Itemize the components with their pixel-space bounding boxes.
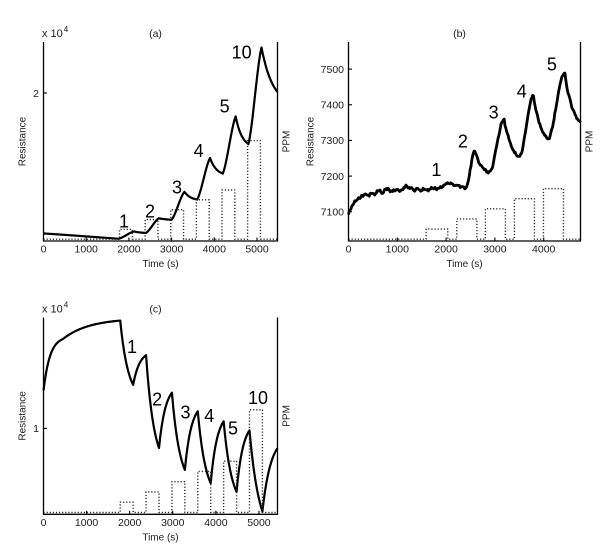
y2-axis-label: PPM [585,131,596,153]
x-tick-label: 3000 [160,244,184,256]
x-tick-label: 4000 [532,244,556,256]
x-tick-label: 0 [41,244,47,256]
x-tick-label: 0 [41,517,47,529]
step-number-annotation: 2 [152,390,162,410]
y-tick-label: 7100 [321,207,345,219]
x-tick-label: 5000 [247,517,271,529]
step-number-annotation: 1 [127,337,137,357]
resistance-curve [347,71,582,215]
step-number-annotation: 2 [458,132,468,152]
x-axis-label: Time (s) [446,259,482,270]
step-number-annotation: 3 [489,102,499,122]
step-number-annotation: 10 [248,388,268,408]
x-tick-label: 3000 [161,517,185,529]
resistance-curve [42,319,279,513]
subplot-title: (b) [453,28,466,40]
y-tick-label: 2 [33,88,39,100]
step-number-annotation: 1 [119,212,129,232]
y-tick-label: 7300 [321,135,345,147]
exponent-power: 4 [64,25,69,34]
step-number-annotation: 5 [228,418,238,438]
resistance-curve [43,46,279,240]
x-tick-label: 4000 [203,244,227,256]
step-number-annotation: 4 [194,141,204,161]
y-axis-exponent: x 104 [42,25,69,40]
y-tick-label: 7500 [321,64,345,76]
axis-frame [42,42,279,242]
step-number-annotation: 5 [547,55,557,75]
step-number-annotation: 3 [180,402,190,422]
y-axis-label: Resistance [18,391,29,441]
axis-frame [42,317,279,515]
subplot-title: (a) [149,28,162,40]
ppm-pulse-train [348,187,581,240]
x-tick-label: 2000 [117,244,141,256]
x-tick-label: 4000 [204,517,228,529]
step-number-annotation: 2 [145,202,155,222]
step-number-annotation: 10 [232,42,252,62]
y2-axis-label: PPM [282,405,293,427]
y-axis-exponent: x 104 [42,301,69,316]
exponent-base: x 10 [42,304,63,316]
exponent-power: 4 [64,301,69,310]
x-tick-label: 1000 [386,244,410,256]
y-tick-label: 7400 [321,100,345,112]
subplot-title: (c) [149,304,161,316]
x-tick-label: 3000 [483,244,507,256]
x-tick-label: 5000 [245,244,269,256]
step-number-annotation: 5 [220,97,230,117]
step-number-annotation: 1 [431,160,441,180]
ppm-pulse-train [43,409,278,514]
x-tick-label: 1000 [75,244,99,256]
x-tick-label: 1000 [75,517,99,529]
x-tick-label: 2000 [434,244,458,256]
subplot-a: 0 1000 2000 3000 4000 5000 2 (a) Time (s) Resista… [18,25,293,270]
subplot-c: 0 1000 2000 3000 4000 5000 1 (c) Time (s) Resista… [18,301,293,544]
y-tick-label: 1 [33,423,39,435]
ppm-pulse-train [43,139,278,240]
y-axis-label: Resistance [18,116,29,166]
step-number-annotation: 4 [204,406,214,426]
x-tick-label: 0 [346,244,352,256]
x-axis-label: Time (s) [142,532,178,543]
y-tick-label: 7200 [321,171,345,183]
step-number-annotation: 3 [172,177,182,197]
y2-axis-label: PPM [282,131,293,153]
exponent-base: x 10 [42,28,63,40]
y-axis-label: Resistance [306,116,317,166]
subplot-b: 0 1000 2000 3000 4000 7100 7200 7300 7400 7500 (b)… [306,28,596,270]
step-number-annotation: 4 [517,81,527,101]
x-axis-label: Time (s) [142,259,178,270]
x-tick-label: 2000 [118,517,142,529]
axis-frame [347,42,582,242]
